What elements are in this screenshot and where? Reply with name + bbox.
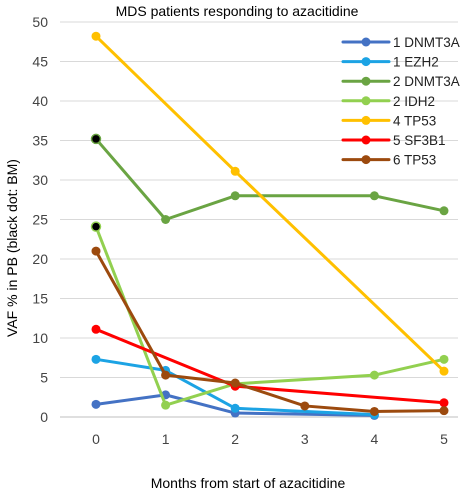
- data-point: [91, 31, 101, 41]
- data-point: [300, 401, 310, 411]
- y-tick-label: 10: [32, 330, 48, 346]
- legend-label: 5 SF3B1: [393, 133, 446, 148]
- x-tick-label: 2: [231, 431, 239, 447]
- legend-item: 5 SF3B1: [341, 133, 446, 148]
- gridlines: [60, 21, 458, 378]
- chart-title: MDS patients responding to azacitidine: [116, 3, 359, 19]
- legend-item: 2 DNMT3A: [341, 74, 460, 89]
- x-tick-label: 3: [301, 431, 309, 447]
- data-point: [369, 191, 379, 201]
- legend-label: 6 TP53: [393, 153, 436, 168]
- data-point: [230, 166, 240, 176]
- y-tick-label: 30: [32, 172, 48, 188]
- x-tick-label: 4: [371, 431, 379, 447]
- data-point: [439, 354, 449, 364]
- y-tick-label: 35: [32, 133, 48, 149]
- data-point: [91, 399, 101, 409]
- legend-swatch-marker: [361, 135, 371, 145]
- legend-item: 4 TP53: [341, 113, 436, 128]
- series-lines: [90, 31, 449, 420]
- legend-item: 1 DNMT3A: [341, 35, 460, 50]
- series-line: [94, 327, 446, 405]
- data-point: [161, 400, 171, 410]
- y-tick-label: 20: [32, 251, 48, 267]
- series-3: [90, 221, 449, 410]
- data-point: [91, 246, 101, 256]
- x-axis-title: Months from start of azacitidine: [151, 475, 346, 491]
- legend-label: 2 IDH2: [393, 94, 435, 109]
- data-point: [161, 370, 171, 380]
- data-point: [439, 398, 449, 408]
- data-point: [439, 206, 449, 216]
- y-tick-label: 0: [40, 409, 48, 425]
- legend-item: 2 IDH2: [341, 94, 435, 109]
- x-tick-label: 5: [440, 431, 448, 447]
- legend-swatch-marker: [361, 115, 371, 125]
- series-2: [90, 133, 449, 224]
- data-point: [369, 370, 379, 380]
- legend: 1 DNMT3A 1 EZH2 2 DNMT3A 2 IDH2 4 TP53 5 SF3B…: [341, 35, 460, 168]
- legend-label: 1 DNMT3A: [393, 35, 460, 50]
- y-tick-label: 25: [32, 212, 48, 228]
- legend-item: 1 EZH2: [341, 55, 439, 70]
- legend-swatch-marker: [361, 37, 371, 47]
- y-tick-label: 50: [32, 14, 48, 30]
- series-line: [94, 357, 376, 417]
- data-point: [91, 354, 101, 364]
- data-point: [439, 406, 449, 416]
- legend-label: 4 TP53: [393, 113, 436, 128]
- data-point: [439, 366, 449, 376]
- series-line: [94, 137, 446, 221]
- legend-label: 1 EZH2: [393, 55, 439, 70]
- legend-swatch-marker: [361, 57, 371, 67]
- series-line: [94, 34, 446, 373]
- data-point: [91, 324, 101, 334]
- legend-swatch-marker: [361, 155, 371, 165]
- data-point: [230, 378, 240, 388]
- y-tick-label: 5: [40, 370, 48, 386]
- y-tick-label: 45: [32, 54, 48, 70]
- y-axis-title: VAF % in PB (black dot: BM): [4, 159, 20, 337]
- legend-label: 2 DNMT3A: [393, 74, 460, 89]
- data-point: [230, 403, 240, 413]
- series-line: [94, 393, 376, 417]
- series-line: [94, 249, 446, 413]
- bm-data-point: [90, 133, 102, 145]
- x-tick-label: 0: [92, 431, 100, 447]
- series-line: [94, 225, 446, 407]
- y-tick-label: 15: [32, 291, 48, 307]
- data-point: [369, 406, 379, 416]
- legend-item: 6 TP53: [341, 153, 436, 168]
- y-tick-label: 40: [32, 93, 48, 109]
- data-point: [161, 215, 171, 224]
- legend-swatch-marker: [361, 96, 371, 106]
- bm-data-point: [90, 221, 102, 232]
- x-tick-label: 1: [162, 431, 170, 447]
- series-6: [91, 246, 449, 416]
- data-point: [230, 191, 240, 201]
- legend-swatch-marker: [361, 76, 371, 86]
- series-4: [91, 31, 449, 376]
